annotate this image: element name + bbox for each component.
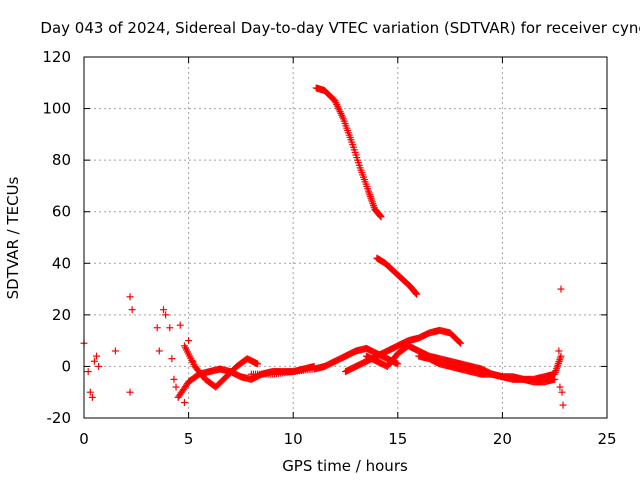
data-marks xyxy=(80,84,567,409)
data-point xyxy=(172,383,180,391)
x-tick-label: 15 xyxy=(388,430,407,448)
plot-frame xyxy=(83,56,608,419)
y-tick-label: 40 xyxy=(52,254,71,272)
data-point xyxy=(376,212,384,220)
data-point xyxy=(411,289,419,297)
data-point xyxy=(166,324,174,332)
series-descending-arc xyxy=(312,84,385,221)
y-tick-label: 100 xyxy=(42,100,71,118)
data-point xyxy=(555,347,563,355)
x-tick-label: 0 xyxy=(79,430,89,448)
y-axis-title: SDTVAR / TECUs xyxy=(4,176,22,299)
data-point xyxy=(376,211,384,219)
x-tick-label: 5 xyxy=(184,430,194,448)
data-point xyxy=(557,285,565,293)
series-late-arc xyxy=(415,352,565,383)
x-tick-label: 20 xyxy=(493,430,512,448)
x-tick-label: 25 xyxy=(597,430,616,448)
data-point xyxy=(84,368,92,376)
data-point xyxy=(159,306,167,314)
series-early-arc-2 xyxy=(180,342,262,391)
data-point xyxy=(155,347,163,355)
data-point xyxy=(559,401,567,409)
y-tick-label: 60 xyxy=(52,203,71,221)
data-point xyxy=(170,375,178,383)
data-point xyxy=(90,357,98,365)
data-point xyxy=(162,311,170,319)
data-point xyxy=(176,321,184,329)
data-point xyxy=(86,388,94,396)
y-tick-label: 120 xyxy=(42,48,71,66)
data-point xyxy=(95,362,103,370)
data-point xyxy=(128,306,136,314)
data-point xyxy=(556,383,564,391)
data-point xyxy=(457,339,465,347)
data-point xyxy=(126,293,134,301)
data-point xyxy=(168,355,176,363)
ticks: 0 5 10 15 20 25 -20 0 20 40 60 80 100 120 xyxy=(42,48,616,448)
data-point xyxy=(185,337,193,345)
data-point xyxy=(153,324,161,332)
series-end-cluster xyxy=(555,285,567,409)
data-point xyxy=(88,393,96,401)
data-point xyxy=(310,362,318,370)
data-point xyxy=(413,290,421,298)
data-point xyxy=(93,352,101,360)
x-tick-label: 10 xyxy=(284,430,303,448)
data-point xyxy=(111,347,119,355)
y-tick-label: 0 xyxy=(61,357,71,375)
grid xyxy=(84,57,607,418)
series-mid-arc xyxy=(373,254,421,298)
series-early-scatter xyxy=(80,293,197,407)
data-point xyxy=(180,399,188,407)
x-axis-title: GPS time / hours xyxy=(282,457,408,475)
data-point xyxy=(558,388,566,396)
data-point xyxy=(377,213,385,221)
data-point xyxy=(456,338,464,346)
data-point xyxy=(254,360,262,368)
y-tick-label: 80 xyxy=(52,151,71,169)
data-point xyxy=(412,289,420,297)
y-tick-label: 20 xyxy=(52,306,71,324)
chart-title: Day 043 of 2024, Sidereal Day-to-day VTE… xyxy=(40,19,640,37)
data-point xyxy=(557,352,565,360)
data-point xyxy=(394,360,402,368)
data-point xyxy=(126,388,134,396)
y-tick-label: -20 xyxy=(47,409,72,427)
